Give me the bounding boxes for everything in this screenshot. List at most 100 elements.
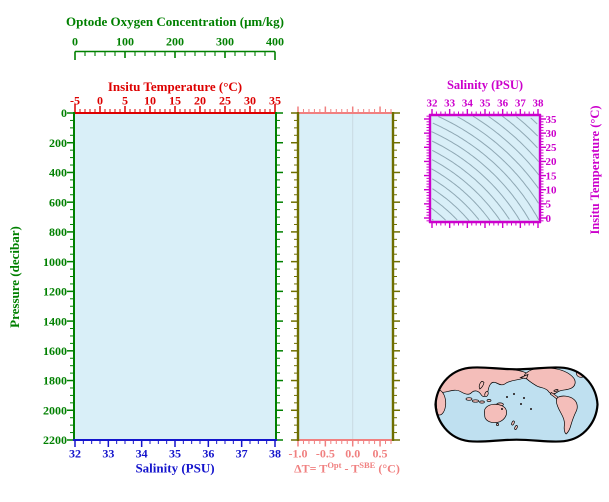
delta-t-tick-label: 0.0 (345, 447, 360, 461)
pressure-tick-label: 800 (49, 225, 67, 239)
ts-temperature-tick-label: 5 (546, 199, 552, 211)
ts-salinity-tick-label: 32 (427, 98, 439, 110)
temperature-tick-label: 35 (269, 94, 281, 108)
contour-line (502, 115, 538, 149)
ts-temperature-tick-label: 30 (546, 128, 558, 140)
temperature-axis: -5 0 5 10 15 20 25 30 35 (70, 94, 281, 114)
ts-salinity-title: Salinity (PSU) (447, 78, 523, 92)
landmass-japan (478, 381, 485, 390)
contour-line (438, 116, 539, 204)
contour-line (457, 116, 539, 189)
pressure-tick-label: 1600 (43, 344, 67, 358)
oxygen-tick-label: 400 (266, 35, 284, 49)
pressure-tick-label: 400 (49, 166, 67, 180)
oxygen-axis-title: Optode Oxygen Concentration (μm/kg) (66, 14, 284, 29)
salinity-tick-label: 32 (69, 447, 81, 461)
pressure-tick-label: 600 (49, 195, 67, 209)
ts-salinity-tick-label: 35 (480, 98, 492, 110)
ts-salinity-tick-label: 36 (497, 98, 509, 110)
ts-salinity-tick-label: 37 (515, 98, 527, 110)
landmass-tasmania (496, 423, 499, 426)
contour-line (432, 122, 540, 221)
ts-diagram-axes: 32 33 34 35 36 37 38 0 5 10 15 20 25 30 35 (424, 98, 558, 228)
pressure-tick-label: 0 (61, 106, 67, 120)
contour-line (431, 131, 530, 221)
oxygen-tick-label: 100 (116, 35, 134, 49)
contour-line (488, 116, 539, 163)
map-landmasses (436, 367, 587, 435)
delta-t-panel (298, 113, 393, 440)
ts-temperature-tick-label: 0 (546, 213, 552, 225)
contour-line (472, 115, 540, 176)
pacific-island-2 (512, 392, 516, 396)
temperature-tick-label: 5 (122, 94, 128, 108)
contour-line (530, 117, 538, 125)
landmass-indonesia-1 (465, 397, 473, 401)
landmass-australia (484, 403, 507, 424)
delta-t-tick-label: -1.0 (289, 447, 308, 461)
contour-line (431, 159, 501, 221)
delta-t-tick-label: -0.5 (316, 447, 335, 461)
landmass-indonesia-2 (471, 399, 480, 403)
salinity-tick-label: 37 (236, 447, 248, 461)
temperature-tick-label: 20 (194, 94, 206, 108)
landmass-south-america (556, 395, 578, 435)
temperature-tick-label: 25 (219, 94, 231, 108)
oxygen-axis: 0 100 200 300 400 (72, 35, 284, 60)
temperature-tick-label: 15 (169, 94, 181, 108)
salinity-tick-label: 36 (202, 447, 214, 461)
contour-line (432, 188, 470, 222)
ts-salinity-tick-label: 38 (533, 98, 545, 110)
salinity-tick-label: 34 (136, 447, 148, 461)
density-contours (430, 115, 540, 222)
landmass-new-zealand-n (511, 420, 515, 426)
landmass-alaska-tail (519, 373, 529, 380)
ts-temperature-title: Insitu Temperature (°C) (588, 105, 602, 234)
temperature-tick-label: 10 (144, 94, 156, 108)
salinity-tick-label: 38 (269, 447, 281, 461)
contour-line (431, 168, 491, 221)
delta-t-axis: -1.0 -0.5 0.0 0.5 (289, 106, 400, 461)
pressure-tick-label: 1400 (43, 314, 67, 328)
contour-line (431, 198, 458, 221)
contour-line (431, 178, 480, 221)
salinity-axis-title: Salinity (PSU) (135, 461, 214, 476)
ts-temperature-tick-label: 35 (546, 114, 558, 126)
temperature-axis-title: Insitu Temperature (°C) (108, 79, 242, 94)
main-panel (74, 113, 276, 440)
pressure-tick-label: 1800 (43, 374, 67, 388)
oxygen-tick-label: 200 (166, 35, 184, 49)
delta-t-tick-label: 0.5 (373, 447, 388, 461)
pacific-island-5 (500, 407, 504, 411)
pacific-island-3 (519, 402, 523, 406)
landmass-new-zealand-s (514, 425, 518, 430)
landmass-cuba (553, 389, 559, 392)
oxygen-tick-label: 0 (72, 35, 78, 49)
ts-temperature-tick-label: 25 (546, 142, 558, 154)
landmass-indonesia-3 (479, 400, 485, 404)
world-map (434, 366, 599, 443)
pressure-tick-label: 1000 (43, 255, 67, 269)
temperature-tick-label: 30 (244, 94, 256, 108)
landmass-indonesia-4 (486, 399, 492, 402)
ts-temperature-tick-label: 10 (546, 185, 558, 197)
pressure-tick-label: 1200 (43, 285, 67, 299)
temperature-tick-label: -5 (70, 94, 80, 108)
landmass-philippines (484, 391, 489, 397)
contour-line (516, 116, 539, 137)
ts-temperature-tick-label: 15 (546, 170, 558, 182)
ts-salinity-tick-label: 33 (444, 98, 456, 110)
contour-line (431, 149, 510, 220)
temperature-tick-label: 0 (97, 94, 103, 108)
delta-t-axis-title: ΔT= TOpt - TSBE (°C) (294, 460, 400, 476)
pressure-tick-label: 200 (49, 136, 67, 150)
pressure-tick-label: 2000 (43, 403, 67, 417)
pressure-axis: 0 200 400 600 800 1000 1200 1400 1600 1800 2000 220… (43, 106, 283, 447)
salinity-axis: 32 33 34 35 36 37 38 (69, 439, 281, 461)
ts-temperature-tick-label: 20 (546, 156, 558, 168)
pacific-island-1 (505, 395, 509, 399)
pacific-island-6 (522, 396, 526, 400)
contour-line (431, 218, 434, 221)
